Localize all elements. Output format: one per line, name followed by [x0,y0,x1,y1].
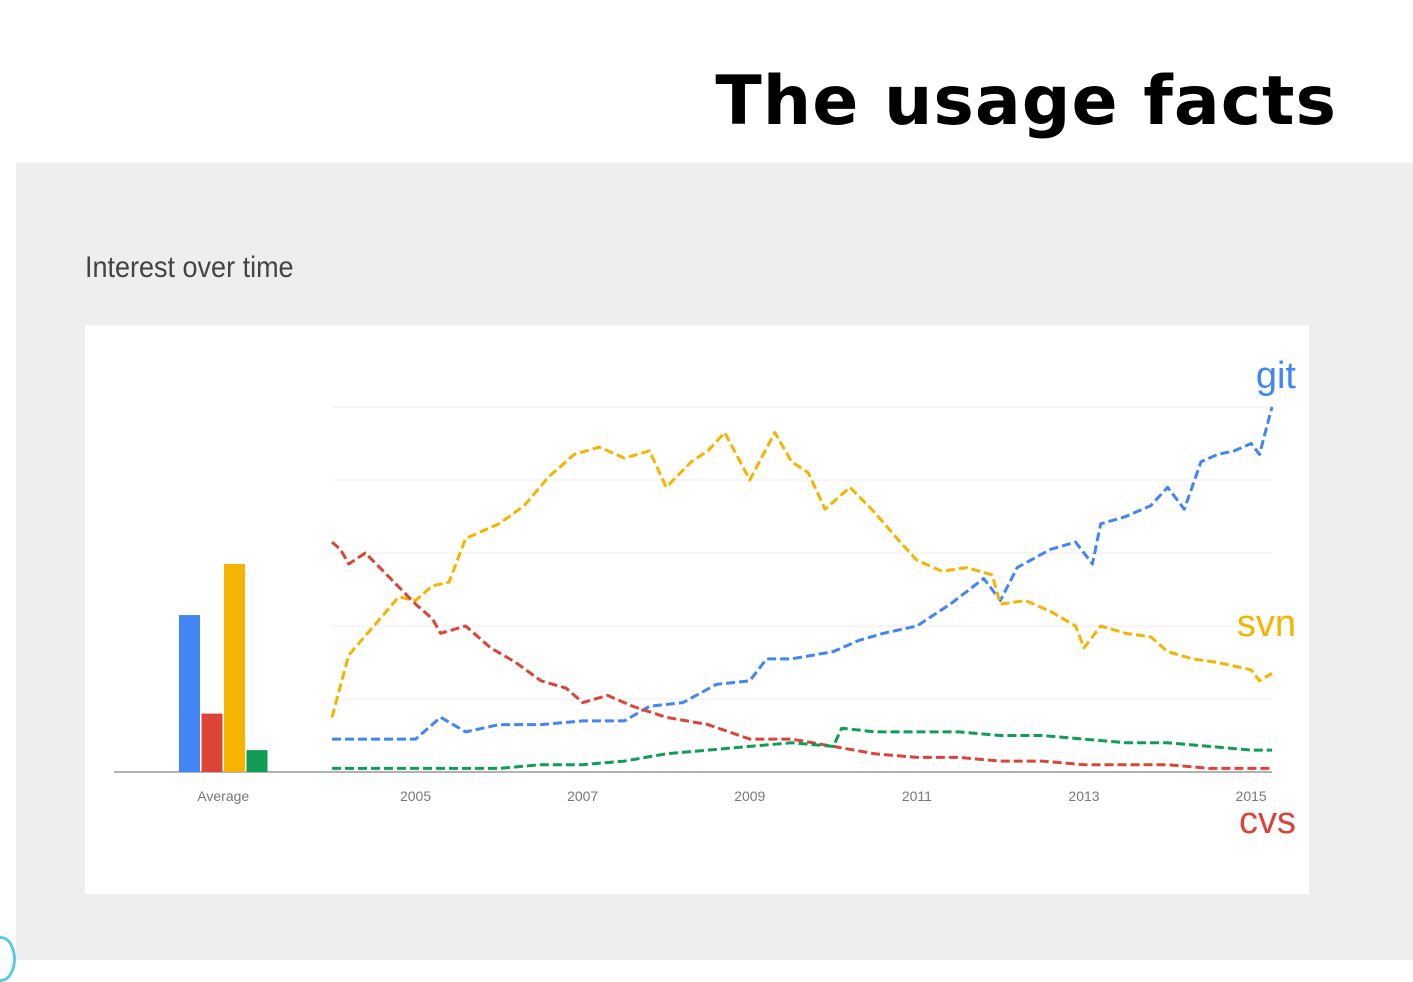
average-bar-git [179,615,200,772]
x-tick-label: 2005 [400,788,431,804]
x-tick-label: 2007 [567,788,598,804]
x-tick-label: 2015 [1236,788,1267,804]
series-label-cvs: cvs [1239,800,1296,842]
average-bar-svn [224,563,245,772]
series-labels: git svn cvs [1237,355,1297,842]
average-bar-cvs [201,713,223,772]
average-bars: Average [179,563,268,804]
chart-heading: Interest over time [85,251,294,284]
x-tick-labels: 2005 2007 2009 2011 2013 2015 [400,788,1267,804]
average-label: Average [197,788,249,804]
decorative-arc [0,936,16,982]
average-bar-other [246,750,268,772]
series-line-svn [330,431,1273,718]
x-tick-label: 2013 [1068,788,1099,804]
slide-title: The usage facts [715,62,1337,141]
chart-panel: Interest over time Average 2005 2007 2009 2… [16,163,1413,960]
grid-lines [332,406,1272,700]
x-tick-label: 2009 [734,788,765,804]
series-line-unlabeled [332,726,1272,770]
series-label-svn: svn [1237,603,1296,645]
series-lines [330,406,1274,770]
series-label-git: git [1256,355,1297,397]
series-line-cvs [331,540,1272,770]
chart-card: Average 2005 2007 2009 2011 2013 2015 git svn c… [85,325,1309,894]
x-tick-label: 2011 [902,788,932,804]
series-line-git [332,406,1274,741]
interest-over-time-chart: Average 2005 2007 2009 2011 2013 2015 git svn c… [114,355,1297,842]
